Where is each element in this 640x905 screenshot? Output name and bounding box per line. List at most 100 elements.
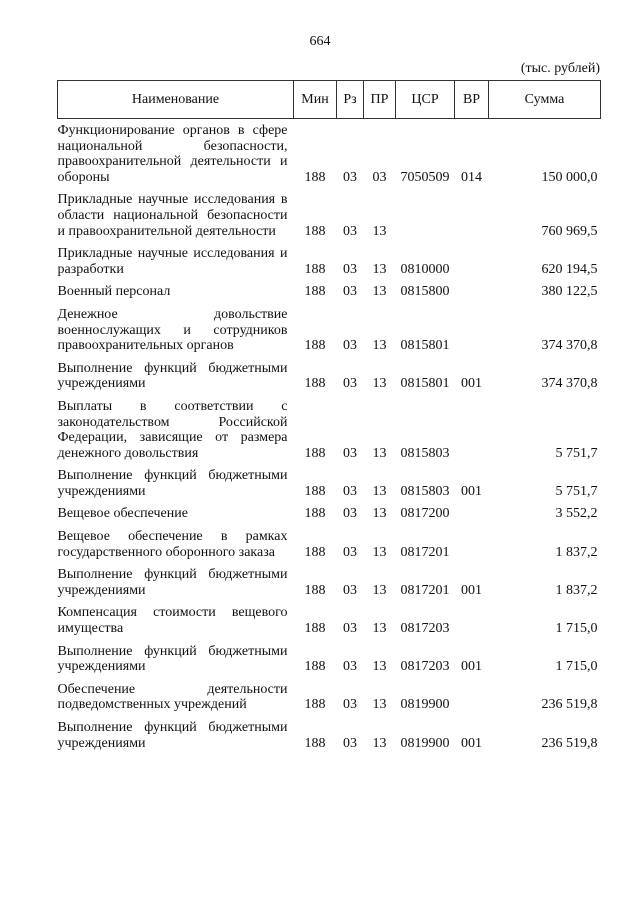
cell-vr [455,395,489,464]
header-csr: ЦСР [395,80,455,119]
cell-sum: 5 751,7 [555,445,598,461]
cell-pr: 13 [372,735,387,751]
table-row: Выполнение функций бюджетными учреждения… [58,464,601,502]
cell-pr: 13 [372,506,387,522]
cell-min: 188 [304,284,326,300]
header-name: Наименование [57,80,294,119]
table-row: Вещевое обеспечение 188 03 13 0817200 3 552,2 [58,502,601,525]
cell-pr: 13 [372,621,387,637]
cell-rz: 03 [343,735,357,751]
cell-min: 188 [304,445,326,461]
cell-min: 188 [304,544,326,560]
cell-min: 188 [304,697,326,713]
table-row: Функционирование органов в сфере национа… [58,119,601,189]
table-row: Выполнение функций бюджетными учреждения… [58,716,601,754]
cell-min: 188 [304,483,326,499]
cell-rz: 03 [343,544,357,560]
cell-rz: 03 [343,621,357,637]
cell-vr: 001 [461,659,482,675]
cell-pr: 13 [372,544,387,560]
table-row: Денежное довольствие военнослужащих и со… [58,303,601,357]
cell-sum: 1 837,2 [555,544,598,560]
cell-rz: 03 [343,261,357,277]
cell-vr [455,601,489,639]
cell-csr: 0817203 [400,621,450,637]
table-row: Выполнение функций бюджетными учреждения… [58,563,601,601]
cell-min: 188 [304,621,326,637]
cell-min: 188 [304,735,326,751]
cell-sum: 1 837,2 [555,582,598,598]
cell-rz: 03 [343,445,357,461]
cell-name: Прикладные научные исследования и разраб… [57,246,288,277]
cell-csr: 0815801 [400,338,450,354]
cell-pr: 13 [372,483,387,499]
header-rz: Рз [336,80,364,119]
cell-csr: 0815803 [400,483,450,499]
cell-min: 188 [304,376,326,392]
cell-vr: 001 [461,376,482,392]
cell-min: 188 [304,169,326,185]
cell-pr: 13 [372,284,387,300]
cell-name: Вещевое обеспечение в рамках государстве… [57,529,288,560]
table-row: Обеспечение деятельности подведомственны… [58,678,601,716]
cell-vr [455,678,489,716]
cell-csr: 0810000 [400,261,450,277]
header-pr: ПР [363,80,396,119]
cell-vr [455,188,489,242]
cell-name: Выполнение функций бюджетными учреждения… [57,468,288,499]
cell-sum: 236 519,8 [541,735,598,751]
cell-csr: 0815800 [400,284,450,300]
cell-rz: 03 [343,483,357,499]
cell-min: 188 [304,338,326,354]
cell-rz: 03 [343,338,357,354]
cell-pr: 13 [372,697,387,713]
cell-pr: 13 [372,659,387,675]
cell-vr [455,525,489,563]
cell-rz: 03 [343,376,357,392]
cell-csr: 0817200 [400,506,450,522]
cell-pr: 13 [372,223,387,239]
cell-name: Компенсация стоимости вещевого имущества [57,605,288,637]
table-row: Компенсация стоимости вещевого имущества… [58,601,601,639]
cell-pr: 13 [372,582,387,598]
cell-csr: 0819900 [400,735,450,751]
cell-vr [455,280,489,303]
cell-name: Выполнение функций бюджетными учреждения… [57,567,288,598]
cell-name: Выполнение функций бюджетными учреждения… [57,643,288,675]
cell-pr: 03 [372,169,387,185]
units-label: (тыс. рублей) [520,61,600,76]
cell-vr: 001 [461,735,482,751]
cell-min: 188 [304,582,326,598]
cell-pr: 13 [372,338,387,354]
cell-vr [455,502,489,525]
cell-rz: 03 [343,697,357,713]
cell-sum: 236 519,8 [541,697,598,713]
cell-rz: 03 [343,169,357,185]
cell-name: Функционирование органов в сфере национа… [57,123,288,185]
table-row: Выполнение функций бюджетными учреждения… [58,640,601,678]
cell-sum: 150 000,0 [541,169,598,185]
cell-sum: 380 122,5 [541,284,598,300]
cell-sum: 374 370,8 [541,338,598,354]
cell-csr: 7050509 [400,169,450,185]
cell-sum: 1 715,0 [555,621,598,637]
cell-name: Выполнение функций бюджетными учреждения… [57,720,288,751]
cell-min: 188 [304,261,326,277]
budget-table: Наименование Мин Рз ПР ЦСР ВР Сумма Функ… [57,80,601,754]
cell-vr: 014 [461,169,482,185]
cell-vr: 001 [461,582,482,598]
cell-pr: 13 [372,376,387,392]
cell-name: Обеспечение деятельности подведомственны… [57,681,288,713]
table-row: Выполнение функций бюджетными учреждения… [58,357,601,395]
cell-min: 188 [304,506,326,522]
cell-csr: 0819900 [400,697,450,713]
cell-rz: 03 [343,506,357,522]
cell-name: Военный персонал [57,284,171,300]
table-row: Военный персонал 188 03 13 0815800 380 122,5 [58,280,601,303]
cell-min: 188 [304,223,326,239]
cell-csr [396,188,455,242]
cell-name: Выплаты в соответствии с законодательств… [57,398,288,461]
cell-sum: 3 552,2 [555,506,598,522]
header-sum: Сумма [488,80,601,119]
cell-sum: 760 969,5 [541,223,598,239]
